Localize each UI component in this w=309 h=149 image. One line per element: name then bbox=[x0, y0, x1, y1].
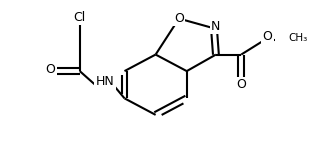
Text: HN: HN bbox=[96, 75, 114, 88]
Text: CH₃: CH₃ bbox=[288, 33, 307, 43]
Text: O: O bbox=[174, 12, 184, 25]
Text: O: O bbox=[46, 63, 56, 76]
Text: O: O bbox=[263, 30, 273, 43]
Text: Cl: Cl bbox=[74, 11, 86, 24]
Text: O: O bbox=[236, 78, 246, 91]
Text: N: N bbox=[211, 20, 221, 33]
